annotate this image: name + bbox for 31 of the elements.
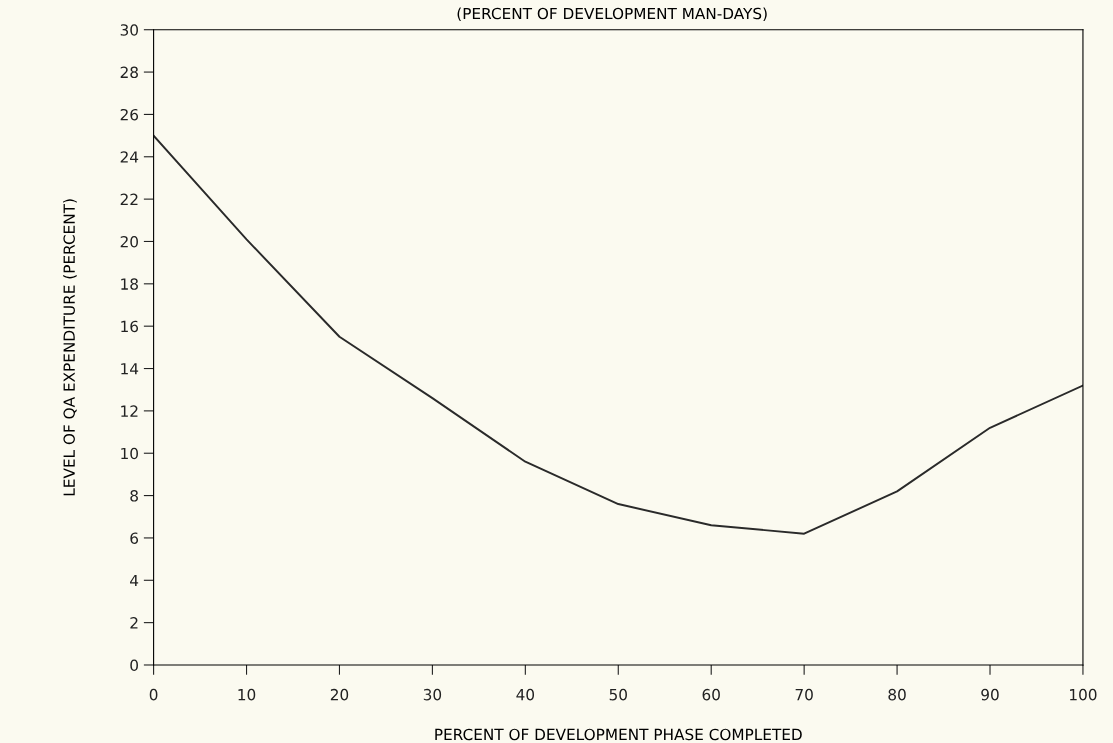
y-tick-label: 16 [121,320,139,333]
y-tick-label: 24 [120,151,139,163]
x-tick-label: 80 [888,688,906,701]
y-tick-label: 0 [130,659,138,672]
x-tick-label: 20 [330,688,349,701]
y-tick-label: 12 [121,405,138,417]
x-tick-label: 0 [149,688,158,701]
y-axis-title: LEVEL OF QA EXPENDITURE (PERCENT) [63,199,77,496]
y-tick-label: 2 [130,617,138,629]
x-tick-label: 70 [795,688,813,701]
x-axis-title: PERCENT OF DEVELOPMENT PHASE COMPLETED [435,728,802,741]
y-tick-label: 20 [120,235,138,248]
x-tick-label: 100 [1070,688,1097,701]
y-tick-label: 6 [130,532,139,544]
chart-subtitle: (PERCENT OF DEVELOPMENT MAN-DAYS) [457,7,767,22]
x-tick-label: 40 [516,688,535,701]
x-tick-label: 50 [609,688,627,701]
y-tick-label: 28 [120,66,138,79]
x-tick-label: 60 [702,688,720,701]
y-tick-label: 4 [130,574,139,587]
y-tick-label: 8 [130,490,138,502]
y-tick-label: 30 [120,24,138,36]
y-tick-label: 18 [121,278,138,290]
y-tick-label: 14 [121,363,139,375]
line-series [153,134,1083,535]
x-tick-label: 10 [238,688,256,701]
x-tick-label: 30 [423,688,442,701]
y-tick-label: 10 [121,447,138,460]
y-tick-label: 22 [120,193,138,205]
y-tick-label: 26 [120,108,139,121]
x-tick-label: 90 [981,688,999,701]
